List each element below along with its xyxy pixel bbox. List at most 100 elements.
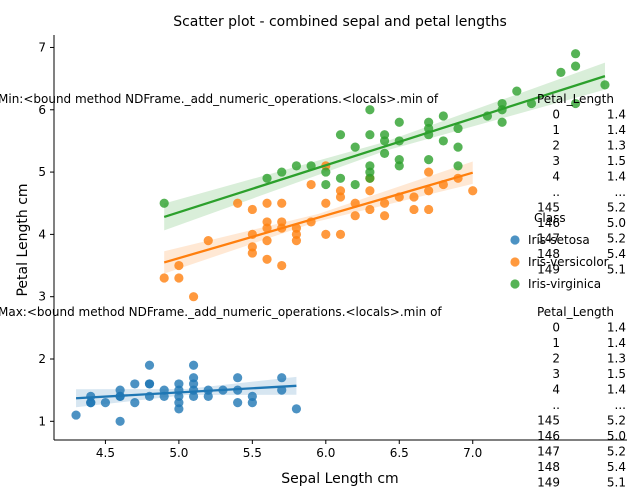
annotation-value: 5.4: [607, 460, 626, 474]
annotation-value: 5.0: [607, 216, 626, 230]
annotation-value: 1.3: [607, 352, 626, 366]
data-point: [159, 273, 169, 283]
data-point: [233, 198, 243, 208]
annotation-value: 1.4: [607, 170, 626, 184]
data-point: [203, 236, 213, 246]
data-point: [409, 192, 419, 202]
data-point: [188, 360, 199, 370]
annotation-index: ..: [552, 185, 560, 199]
annotation-header: Min:<bound method NDFrame._add_numeric_o…: [0, 92, 439, 106]
data-point: [365, 167, 375, 177]
annotation-index: 4: [552, 383, 560, 397]
annotation-index: 2: [552, 352, 560, 366]
x-tick-label: 5.0: [169, 446, 188, 460]
annotation-index: 2: [552, 139, 560, 153]
annotation-index: 0: [552, 321, 560, 335]
y-tick-label: 7: [38, 40, 46, 54]
data-point: [321, 179, 331, 190]
data-point: [277, 373, 287, 383]
annotation-value: 1.3: [607, 139, 626, 153]
data-point: [350, 211, 360, 221]
x-tick-label: 6.0: [316, 446, 335, 460]
annotation-index: 148: [537, 247, 560, 261]
data-point: [188, 292, 199, 302]
data-point: [335, 229, 346, 239]
data-point: [424, 186, 434, 196]
data-point: [438, 136, 448, 146]
data-point: [512, 86, 522, 96]
legend-marker: [510, 235, 520, 245]
annotation-index: 145: [537, 414, 560, 428]
data-point: [570, 49, 581, 59]
data-point: [321, 167, 331, 177]
data-point: [350, 142, 360, 152]
data-point: [188, 379, 199, 389]
x-tick-label: 6.5: [390, 446, 409, 460]
annotation-value: 5.2: [607, 232, 626, 246]
y-tick-label: 1: [38, 414, 46, 428]
annotation-value: 1.4: [607, 123, 626, 137]
data-point: [130, 379, 140, 389]
data-point: [335, 192, 346, 202]
annotation-index: 4: [552, 170, 560, 184]
data-point: [277, 260, 287, 271]
data-point: [321, 229, 331, 239]
data-point: [424, 204, 434, 215]
data-point: [144, 360, 155, 370]
annotation-value: 5.1: [607, 476, 626, 490]
annotation-index: 145: [537, 201, 560, 215]
y-axis-label: Petal Length cm: [15, 183, 31, 296]
data-point: [570, 98, 581, 109]
regression-line-2: [163, 75, 606, 219]
x-axis-label: Sepal Length cm: [281, 471, 398, 487]
legend: Class Iris-setosa Iris-versicolor Iris-virg…: [510, 211, 609, 291]
data-point: [262, 223, 272, 233]
data-point: [379, 148, 390, 158]
legend-marker: [510, 279, 520, 289]
annotation-column: Petal_Length: [537, 305, 614, 319]
annotation-index: 149: [537, 476, 560, 490]
data-point: [247, 204, 257, 215]
annotation-index: 1: [552, 123, 560, 137]
data-point: [291, 161, 302, 171]
annotation-index: 147: [537, 445, 560, 459]
data-point: [365, 130, 375, 140]
data-point: [262, 236, 272, 246]
data-point: [453, 123, 463, 134]
annotation-value: ...: [615, 185, 626, 199]
annotation-value: 1.5: [607, 154, 626, 168]
chart-title: Scatter plot - combined sepal and petal …: [173, 14, 507, 30]
data-point: [379, 211, 390, 221]
annotation-index: 149: [537, 263, 560, 277]
data-point: [174, 273, 184, 283]
data-point: [409, 204, 419, 215]
data-point: [453, 161, 463, 171]
x-tick-label: 7.0: [463, 446, 482, 460]
y-tick-label: 5: [38, 165, 46, 179]
data-point: [497, 117, 507, 127]
annotation-value: 5.4: [607, 247, 626, 261]
annotation-index: ..: [552, 398, 560, 412]
data-point: [233, 398, 243, 408]
annotation-value: 1.4: [607, 108, 626, 122]
legend-entry: Iris-virginica: [528, 277, 601, 291]
annotation-value: 5.2: [607, 201, 626, 215]
y-tick-label: 3: [38, 290, 46, 304]
data-point: [174, 398, 184, 408]
data-point: [379, 198, 390, 208]
data-point: [291, 404, 302, 414]
annotation-value: 1.4: [607, 383, 626, 397]
annotation-value: 1.5: [607, 367, 626, 381]
data-point: [174, 379, 184, 389]
data-point: [277, 167, 287, 177]
legend-entry: Iris-setosa: [528, 233, 590, 247]
data-point: [468, 186, 478, 196]
data-point: [394, 117, 404, 127]
annotation-value: 5.2: [607, 414, 626, 428]
annotation-index: 146: [537, 216, 560, 230]
data-point: [424, 167, 434, 177]
regression-line-1: [163, 171, 474, 264]
data-point: [115, 416, 125, 426]
data-point: [291, 236, 302, 246]
